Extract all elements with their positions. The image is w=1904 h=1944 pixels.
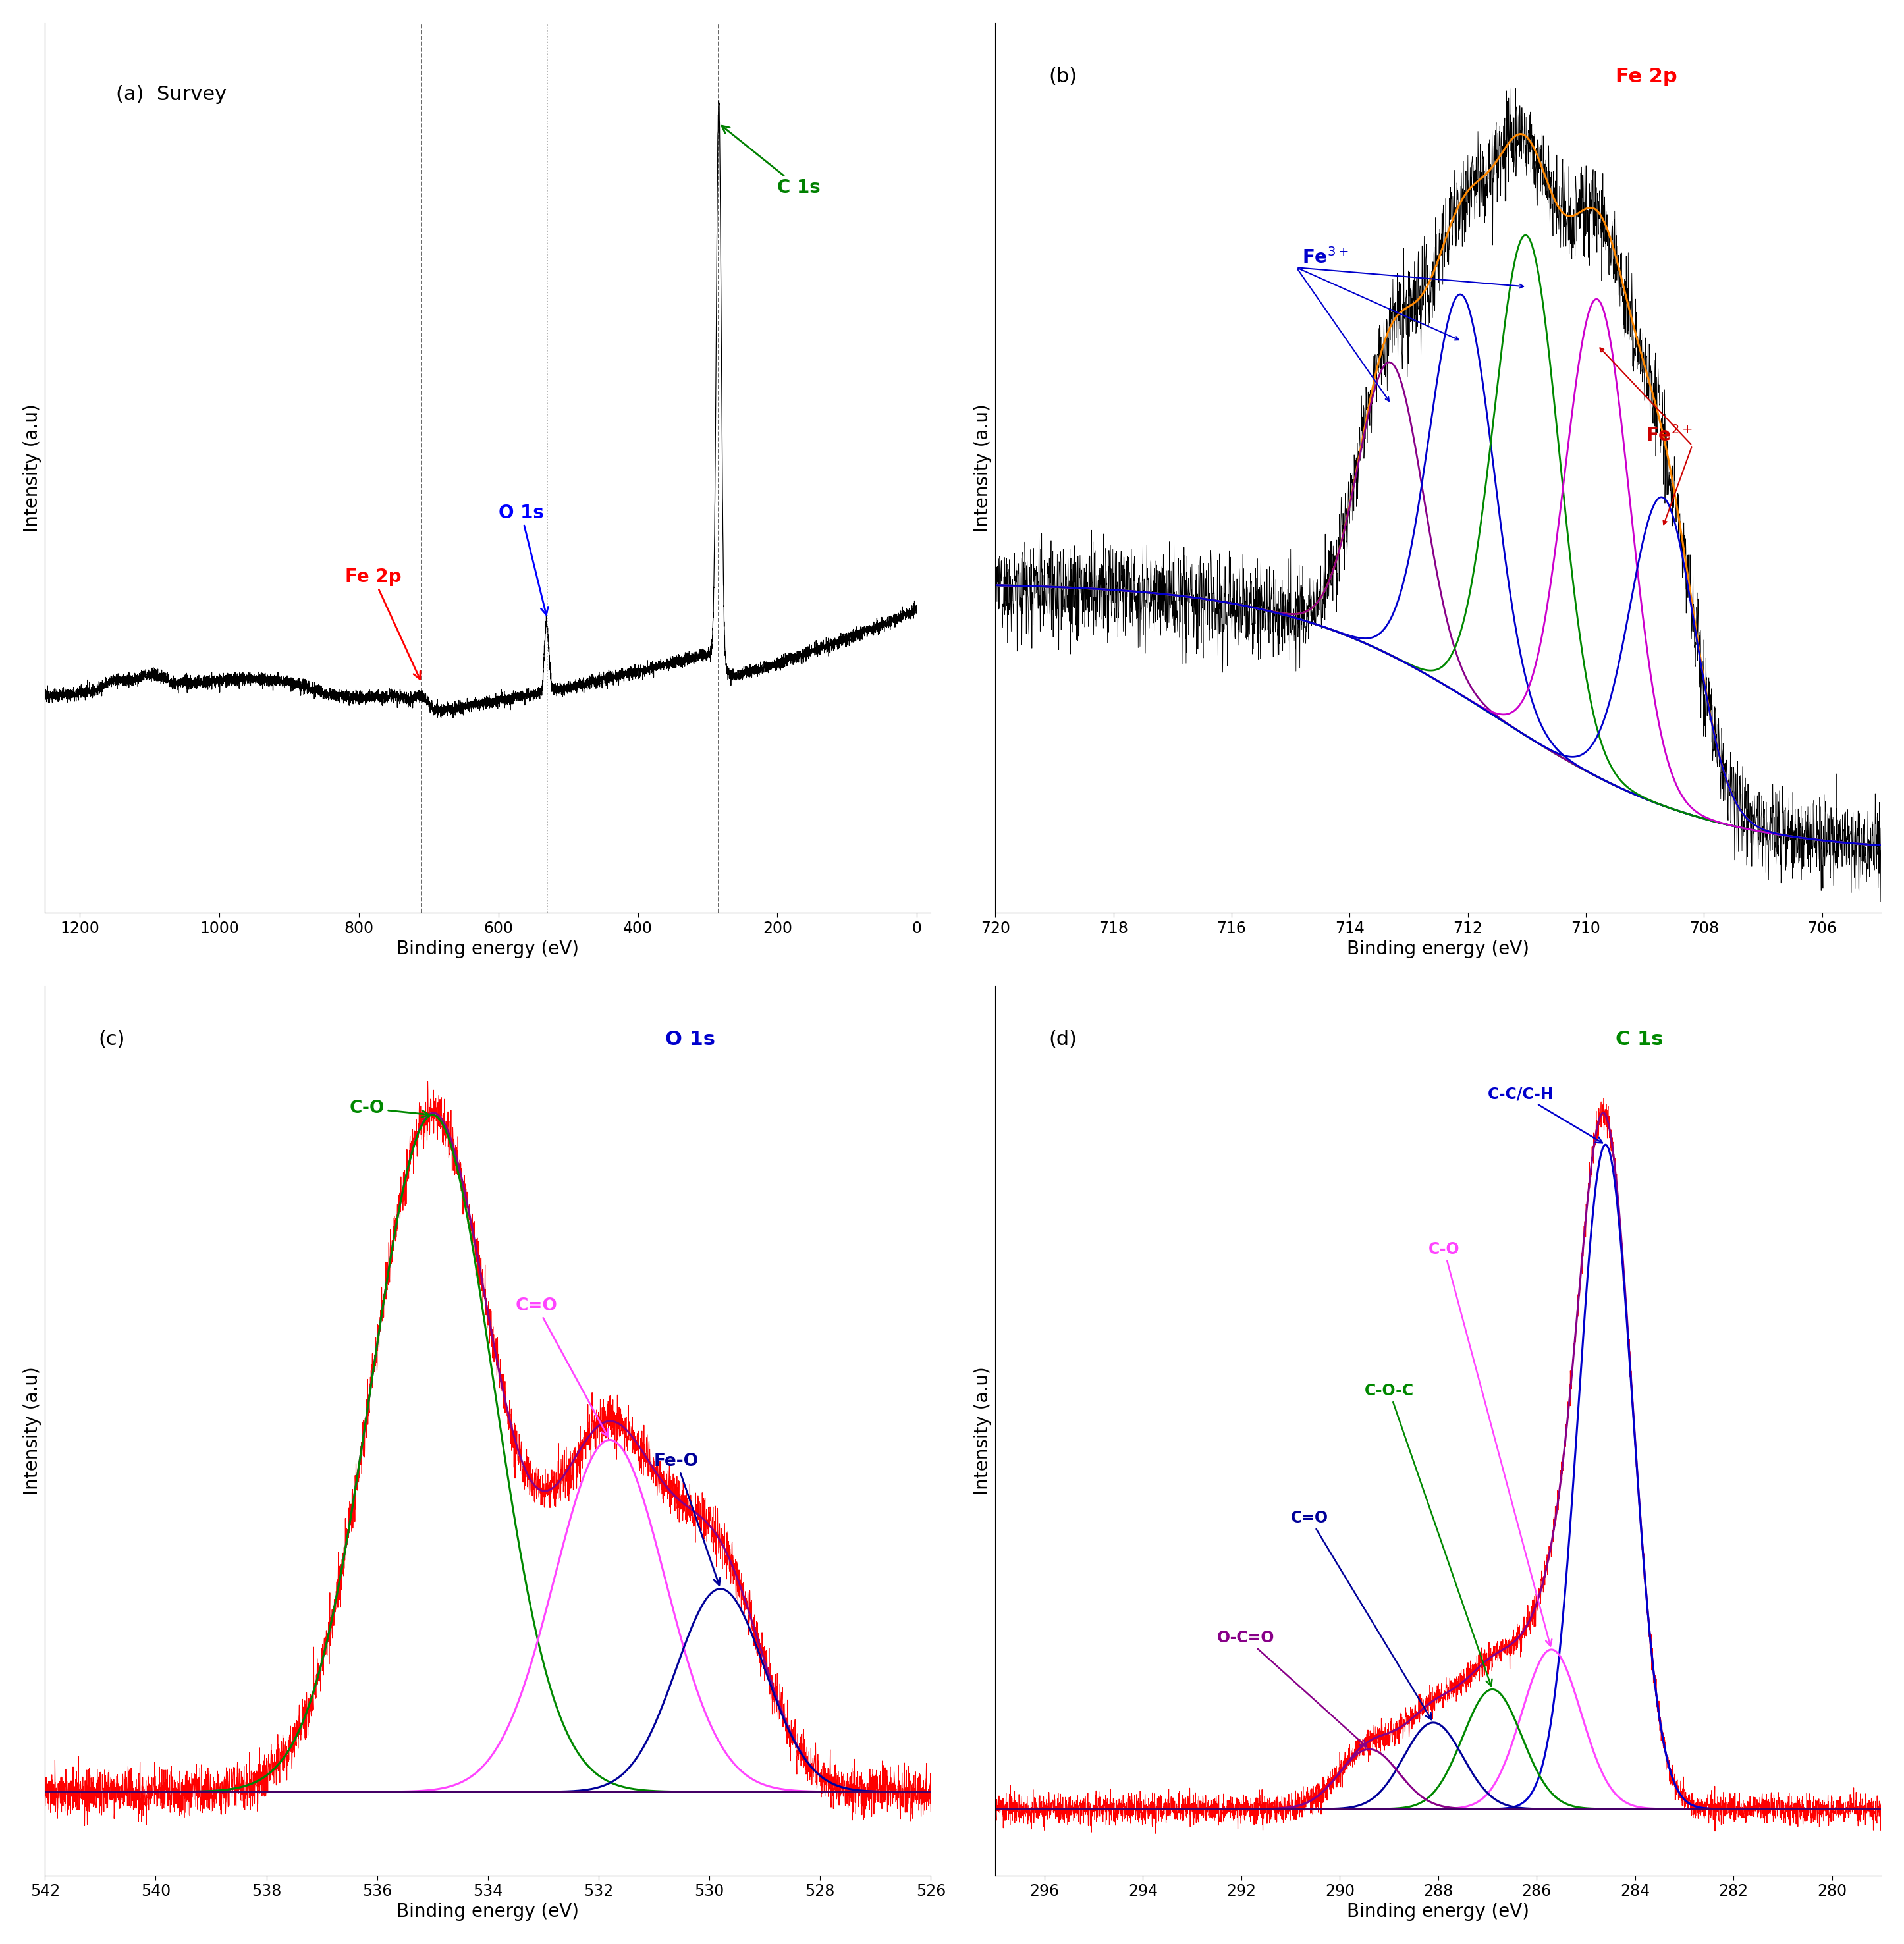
Text: (d): (d)	[1049, 1030, 1078, 1050]
Text: C-O-C: C-O-C	[1365, 1382, 1493, 1685]
Text: O-C=O: O-C=O	[1217, 1629, 1367, 1748]
Text: C=O: C=O	[1291, 1510, 1432, 1720]
Text: O 1s: O 1s	[499, 503, 548, 614]
Text: Fe 2p: Fe 2p	[1615, 68, 1677, 86]
Text: (b): (b)	[1049, 68, 1078, 86]
Text: Fe 2p: Fe 2p	[345, 568, 421, 678]
Text: (c): (c)	[99, 1030, 126, 1050]
Y-axis label: Intensity (a.u): Intensity (a.u)	[973, 404, 992, 533]
Text: C-O: C-O	[350, 1100, 428, 1118]
X-axis label: Binding energy (eV): Binding energy (eV)	[396, 939, 579, 958]
Y-axis label: Intensity (a.u): Intensity (a.u)	[23, 404, 42, 533]
Text: C 1s: C 1s	[1615, 1030, 1662, 1050]
X-axis label: Binding energy (eV): Binding energy (eV)	[1346, 1903, 1529, 1921]
Text: Fe$^{3+}$: Fe$^{3+}$	[1302, 247, 1348, 268]
Text: Fe$^{2+}$: Fe$^{2+}$	[1645, 426, 1693, 445]
Text: C 1s: C 1s	[722, 126, 821, 196]
Y-axis label: Intensity (a.u): Intensity (a.u)	[23, 1367, 42, 1495]
Y-axis label: Intensity (a.u): Intensity (a.u)	[973, 1367, 992, 1495]
Text: Fe-O: Fe-O	[653, 1452, 720, 1584]
Text: C-O: C-O	[1428, 1242, 1552, 1647]
Text: C-C/C-H: C-C/C-H	[1487, 1087, 1603, 1143]
Text: (a)  Survey: (a) Survey	[116, 86, 227, 105]
Text: C=O: C=O	[516, 1297, 607, 1437]
X-axis label: Binding energy (eV): Binding energy (eV)	[1346, 939, 1529, 958]
Text: O 1s: O 1s	[664, 1030, 716, 1050]
X-axis label: Binding energy (eV): Binding energy (eV)	[396, 1903, 579, 1921]
